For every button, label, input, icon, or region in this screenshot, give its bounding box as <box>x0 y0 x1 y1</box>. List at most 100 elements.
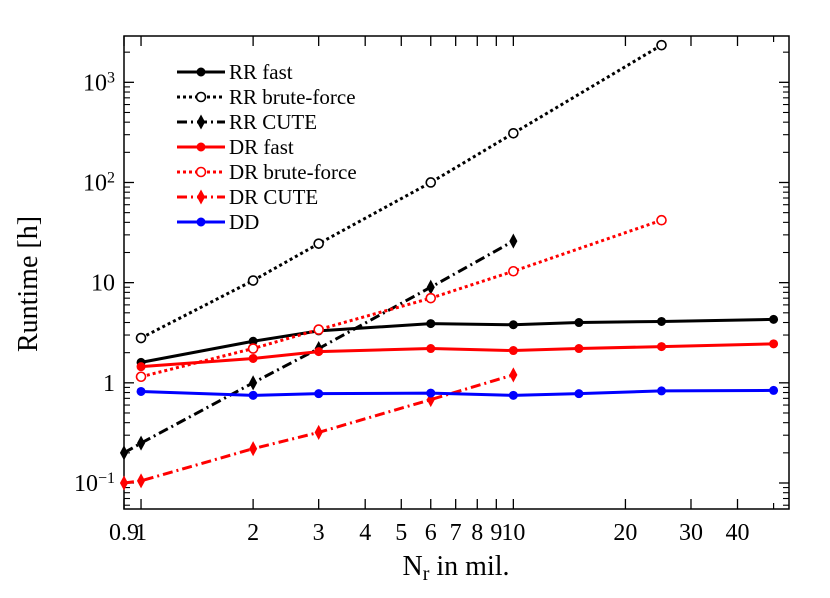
data-point-rr-cute <box>426 279 435 295</box>
x-axis-title: Nr in mil. <box>402 551 509 585</box>
x-tick-label: 2 <box>247 520 259 546</box>
data-point-dr-brute-force <box>425 292 437 304</box>
series-rr-brute-force <box>135 39 667 344</box>
data-point-dd <box>508 390 518 400</box>
legend-label: DD <box>229 210 259 234</box>
y-tick-label-exp: −1 <box>98 469 115 486</box>
data-point-rr-cute <box>119 445 129 461</box>
x-tick-label: 3 <box>313 520 325 546</box>
legend-label: RR fast <box>229 60 293 84</box>
x-axis-title-sub: r <box>423 563 430 585</box>
y-tick-label-base: 10 <box>83 70 107 96</box>
series-line-rr-cute <box>123 239 515 455</box>
legend-swatch-marker <box>196 217 206 227</box>
y-tick-label-exp: 3 <box>107 69 115 86</box>
data-point-dr-fast <box>574 344 584 354</box>
data-point-dr-cute <box>509 367 518 383</box>
data-point-dd <box>657 386 667 396</box>
data-point-dd <box>136 386 146 396</box>
data-point-rr-fast <box>508 320 518 330</box>
plot-frame <box>123 35 790 510</box>
data-point-dd <box>248 390 258 400</box>
legend-swatch-marker <box>196 114 206 130</box>
y-tick-label: 1 <box>103 371 115 397</box>
data-point-dr-fast <box>136 362 146 372</box>
data-point-rr-cute <box>249 375 258 391</box>
legend-label: DR CUTE <box>229 185 318 209</box>
x-tick-label: 30 <box>679 520 703 546</box>
legend-swatch-marker <box>196 142 206 152</box>
data-point-rr-fast <box>426 319 436 329</box>
y-tick-label: 102 <box>83 169 115 197</box>
data-point-rr-brute-force <box>508 127 519 139</box>
series-dr-fast <box>136 339 779 372</box>
series-dr-cute <box>119 367 518 491</box>
x-tick-label: 8 <box>471 520 483 546</box>
data-point-rr-fast <box>657 316 667 326</box>
x-tick-label: 7 <box>450 520 462 546</box>
legend-swatch-marker <box>195 166 207 178</box>
data-point-dr-cute <box>249 441 258 457</box>
x-axis-title-main: N <box>402 551 422 582</box>
x-tick-label: 20 <box>613 520 637 546</box>
legend-label: DR brute-force <box>229 160 357 184</box>
data-point-rr-brute-force <box>425 177 437 188</box>
data-point-rr-brute-force <box>135 332 147 344</box>
data-point-dr-cute <box>119 475 129 491</box>
x-tick-label: 1 <box>135 520 147 546</box>
data-point-dr-fast <box>657 342 667 352</box>
legend-swatch-marker <box>195 91 207 103</box>
x-axis-title-rest: in mil. <box>429 551 509 582</box>
data-point-dr-fast <box>508 346 518 356</box>
x-tick-label: 5 <box>395 520 407 546</box>
y-tick-label: 103 <box>83 69 115 97</box>
data-point-dr-cute <box>314 424 323 440</box>
legend-swatch-marker <box>196 189 206 205</box>
legend-label: DR fast <box>229 135 294 159</box>
x-tick-label: 0.9 <box>109 520 139 546</box>
data-point-dr-brute-force <box>247 343 259 354</box>
data-point-dr-fast <box>248 353 258 363</box>
data-point-rr-brute-force <box>247 275 259 286</box>
data-point-dr-fast <box>426 344 436 354</box>
data-point-dr-brute-force <box>135 371 147 383</box>
data-point-dr-brute-force <box>656 214 667 226</box>
data-point-rr-fast <box>574 318 584 328</box>
y-tick-label-base: 10 <box>91 271 115 297</box>
data-point-dr-fast <box>769 339 779 349</box>
y-axis-title: Runtime [h] <box>13 216 44 352</box>
data-point-dd <box>426 388 436 398</box>
data-point-dr-fast <box>314 347 324 357</box>
data-point-dr-brute-force <box>508 265 519 277</box>
series-line-dr-brute-force <box>140 218 662 379</box>
data-point-rr-brute-force <box>313 238 324 249</box>
y-tick-label-base: 10 <box>74 471 98 497</box>
data-point-dr-cute <box>136 473 146 489</box>
series-line-dr-fast <box>140 342 774 369</box>
x-tick-label: 4 <box>359 520 371 546</box>
data-point-rr-cute <box>509 233 518 249</box>
data-point-rr-brute-force <box>656 39 667 51</box>
series-line-dd <box>140 388 774 397</box>
x-tick-label: 9 <box>490 520 502 546</box>
y-tick-label: 10−1 <box>74 469 115 497</box>
x-tick-label: 10 <box>501 520 525 546</box>
data-point-dd <box>314 389 324 399</box>
y-tick-label-base: 1 <box>103 371 115 397</box>
x-tick-label: 40 <box>726 520 750 546</box>
series-line-rr-brute-force <box>140 43 663 340</box>
series-dr-brute-force <box>135 214 667 383</box>
data-point-rr-cute <box>136 435 146 451</box>
legend-label: RR CUTE <box>229 110 317 134</box>
data-point-dd <box>574 389 584 399</box>
data-point-rr-fast <box>769 314 779 324</box>
series-dd <box>136 385 779 400</box>
y-tick-label: 10 <box>91 271 115 297</box>
series-rr-fast <box>136 314 779 367</box>
legend-label: RR brute-force <box>229 85 356 109</box>
x-tick-label: 6 <box>425 520 437 546</box>
data-point-dd <box>769 385 779 395</box>
y-tick-label-exp: 2 <box>107 169 115 186</box>
